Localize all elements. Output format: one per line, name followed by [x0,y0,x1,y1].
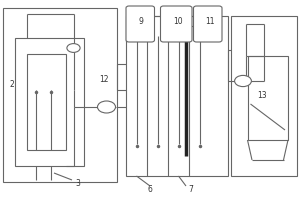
Text: 7: 7 [188,184,193,194]
Bar [15,38,84,166]
Circle shape [235,75,251,87]
Bar [248,56,288,140]
Text: 10: 10 [174,18,183,26]
Text: 13: 13 [258,92,267,100]
FancyBboxPatch shape [194,6,222,42]
Circle shape [98,101,116,113]
Bar [3,8,117,182]
Text: 12: 12 [99,75,108,84]
Text: 6: 6 [148,184,152,194]
Text: 2: 2 [10,80,14,88]
Bar [231,16,297,176]
Text: 3: 3 [76,178,80,188]
FancyBboxPatch shape [160,6,192,42]
Text: 11: 11 [205,18,215,26]
Text: 9: 9 [139,18,143,26]
Bar [27,54,66,150]
Circle shape [67,44,80,52]
Bar [126,16,228,176]
FancyBboxPatch shape [126,6,154,42]
